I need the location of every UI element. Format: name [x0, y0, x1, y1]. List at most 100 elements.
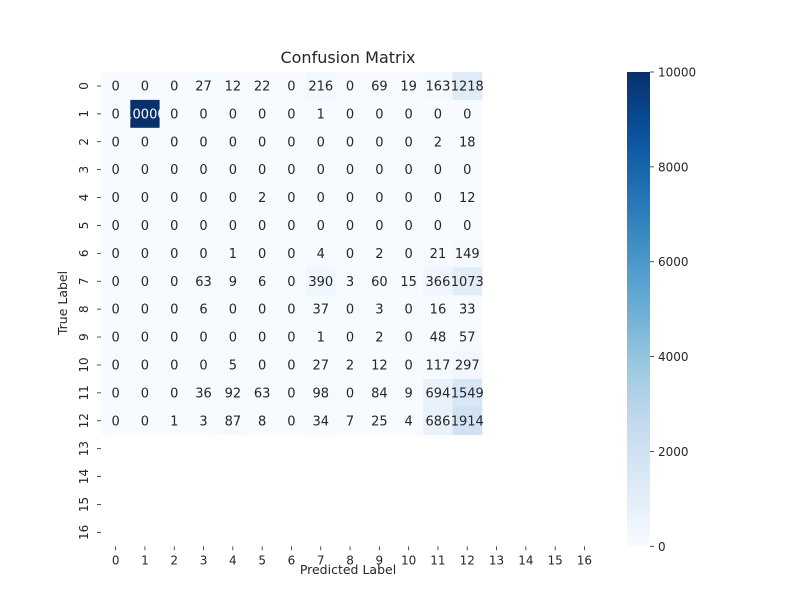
x-tick-label: 14: [518, 553, 533, 567]
cell-value-label: 34: [312, 414, 329, 429]
cell-value-label: 297: [455, 358, 480, 373]
y-tick-label: 16: [77, 525, 91, 540]
cell-value-label: 0: [199, 135, 207, 150]
heatmap-cell: [423, 183, 453, 212]
y-tick-label: 4: [77, 194, 91, 202]
heatmap-cell: [247, 323, 278, 352]
cell-value-label: 694: [426, 386, 451, 401]
heatmap-cell: [101, 323, 131, 352]
cell-value-label: 1: [317, 107, 325, 122]
heatmap-cell: [247, 406, 278, 436]
heatmap-cell: [130, 127, 160, 157]
cell-value-label: 1: [170, 414, 178, 429]
heatmap-cell: [364, 267, 395, 296]
cell-value-label: 0: [346, 247, 354, 262]
cell-value-label: 0: [199, 331, 207, 346]
heatmap-cell: [423, 406, 453, 436]
cell-value-label: 0: [258, 247, 266, 262]
heatmap-cell: [159, 295, 190, 324]
cell-value-label: 3: [346, 275, 354, 290]
heatmap-cell: [423, 323, 453, 352]
x-tick-label: 5: [258, 553, 266, 567]
cell-value-label: 0: [287, 303, 295, 318]
cell-value-label: 0: [199, 191, 207, 206]
cell-value-label: 0: [258, 331, 266, 346]
heatmap-cell: [218, 183, 248, 212]
cell-value-label: 1073: [451, 275, 484, 290]
heatmap-cell: [394, 72, 424, 101]
cell-value-label: 2: [346, 358, 354, 373]
x-tick-label: 11: [430, 553, 445, 567]
heatmap-cell: [101, 183, 131, 212]
heatmap-cell: [394, 155, 424, 184]
cell-value-label: 15: [400, 275, 417, 290]
heatmap-cell: [423, 155, 453, 184]
cell-value-label: 0: [287, 386, 295, 401]
heatmap-cell: [218, 239, 248, 268]
cell-value-label: 5: [229, 358, 237, 373]
cell-value-label: 0: [141, 386, 149, 401]
cell-value-label: 0: [258, 219, 266, 234]
heatmap-cell: [394, 267, 424, 296]
cell-value-label: 0: [141, 219, 149, 234]
heatmap-cell: [276, 211, 307, 240]
heatmap-cell: [218, 72, 248, 101]
cell-value-label: 48: [430, 331, 447, 346]
cell-value-label: 0: [141, 303, 149, 318]
y-tick-label: 8: [77, 305, 91, 313]
heatmap-cell: [364, 72, 395, 101]
cell-value-label: 0: [112, 191, 120, 206]
cell-value-label: 216: [308, 79, 333, 94]
y-tick-label: 3: [77, 166, 91, 174]
heatmap-cell: [188, 72, 219, 101]
y-tick-label: 15: [77, 497, 91, 512]
heatmap-cell: [247, 295, 278, 324]
heatmap-cell: [306, 351, 336, 380]
heatmap-cell: [276, 99, 307, 129]
cell-value-label: 0: [463, 163, 471, 178]
heatmap-cell: [188, 239, 219, 268]
cell-value-label: 0: [287, 107, 295, 122]
heatmap-cell: [218, 351, 248, 380]
heatmap-cell: [364, 406, 395, 436]
cell-value-label: 0: [463, 219, 471, 234]
heatmap-cell: [218, 406, 248, 436]
y-tick-label: 10: [77, 357, 91, 372]
cell-value-label: 0: [229, 331, 237, 346]
heatmap-cell: [247, 267, 278, 296]
cell-value-label: 12: [459, 191, 476, 206]
cell-value-label: 0: [287, 163, 295, 178]
cell-value-label: 84: [371, 386, 388, 401]
heatmap-cell: [364, 351, 395, 380]
cell-value-label: 57: [459, 331, 476, 346]
heatmap-cell: [159, 155, 190, 184]
heatmap-cell: [130, 378, 160, 408]
cell-value-label: 0: [141, 191, 149, 206]
heatmap-cell: [452, 239, 483, 268]
cell-value-label: 0: [287, 219, 295, 234]
cell-value-label: 4: [405, 414, 413, 429]
heatmap-cell: [364, 323, 395, 352]
cell-value-label: 0: [112, 386, 120, 401]
heatmap-cell: [306, 267, 336, 296]
colorbar-tick-label: 10000: [658, 66, 696, 80]
cell-value-label: 0: [375, 219, 383, 234]
cell-value-label: 69: [371, 79, 388, 94]
heatmap-cell: [218, 211, 248, 240]
heatmap-cell: [306, 72, 336, 101]
cell-value-label: 9: [229, 275, 237, 290]
x-tick-label: 3: [200, 553, 208, 567]
cell-value-label: 37: [312, 303, 329, 318]
heatmap-cell: [130, 72, 160, 101]
cell-value-label: 686: [426, 414, 451, 429]
cell-value-label: 6: [199, 303, 207, 318]
colorbar-tick-label: 6000: [658, 255, 689, 269]
heatmap-cell: [394, 378, 424, 408]
heatmap-cell: [159, 239, 190, 268]
heatmap-cell: [159, 72, 190, 101]
heatmap-cell: [335, 295, 366, 324]
heatmap-cell: [276, 378, 307, 408]
heatmap-cell: [188, 211, 219, 240]
heatmap-cell: [364, 183, 395, 212]
